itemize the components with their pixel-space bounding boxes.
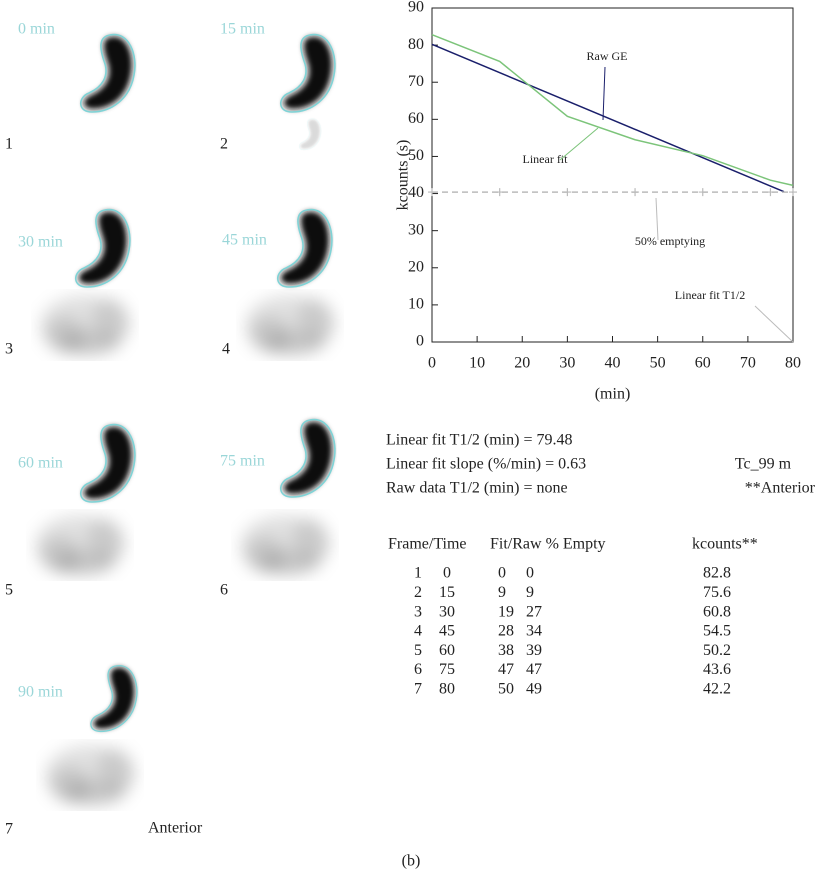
- table-cell: 0: [526, 565, 534, 582]
- table-cell: 30: [439, 603, 455, 620]
- table-cell: 82.8: [703, 565, 731, 582]
- frame-time: 15 min: [220, 21, 265, 38]
- table-cell: 54.5: [703, 623, 731, 640]
- table-cell: 0: [498, 565, 506, 582]
- x-tick-label: 60: [695, 355, 711, 372]
- frame-number: 6: [220, 582, 228, 599]
- annotation-leader: [754, 305, 794, 343]
- table-cell: 27: [526, 603, 542, 620]
- x-tick-label: 70: [740, 355, 756, 372]
- summary-line: Linear fit slope (%/min) = 0.63: [386, 456, 586, 473]
- table-cell: 80: [439, 680, 455, 697]
- y-tick-label: 20: [408, 258, 424, 275]
- table-cell: 1: [414, 565, 422, 582]
- point-marker: [698, 188, 707, 197]
- table-cell: 38: [498, 642, 514, 659]
- frame-time: 45 min: [222, 232, 267, 249]
- isotope: Tc_99 m: [735, 456, 792, 473]
- table-cell: 9: [526, 584, 534, 601]
- table-cell: 4: [414, 623, 422, 640]
- point-marker: [428, 188, 436, 197]
- frame-time: 90 min: [18, 684, 63, 701]
- y-tick-label: 10: [408, 296, 424, 313]
- y-tick-label: 50: [408, 147, 424, 164]
- x-tick-label: 50: [650, 355, 666, 372]
- table-cell: 60: [439, 642, 455, 659]
- table-cell: 75.6: [703, 584, 731, 601]
- frame-number: 4: [222, 341, 230, 358]
- point-marker: [789, 188, 797, 197]
- table-header: Fit/Raw % Empty: [490, 536, 606, 553]
- table-cell: 34: [526, 623, 542, 640]
- y-tick-label: 60: [408, 110, 424, 127]
- x-tick-label: 30: [559, 355, 575, 372]
- table-cell: 9: [498, 584, 506, 601]
- caption: (b): [402, 853, 421, 870]
- point-marker: [631, 188, 640, 197]
- annotation-leader: [559, 127, 599, 161]
- table-cell: 3: [414, 603, 422, 620]
- x-tick-label: 0: [428, 355, 436, 372]
- y-tick-label: 90: [408, 0, 424, 16]
- frame-number: 2: [220, 136, 228, 153]
- table-cell: 15: [439, 584, 455, 601]
- table-cell: 39: [526, 642, 542, 659]
- table-cell: 19: [498, 603, 514, 620]
- series-annotation: Raw GE: [587, 49, 628, 63]
- table-cell: 5: [414, 642, 422, 659]
- table-cell: 28: [498, 623, 514, 640]
- annotation-leader: [602, 66, 606, 121]
- table-cell: 49: [526, 680, 542, 697]
- series-line: [431, 43, 785, 193]
- table-cell: 2: [414, 584, 422, 601]
- summary-line: Raw data T1/2 (min) = none: [386, 480, 568, 497]
- table-cell: 0: [443, 565, 451, 582]
- table-cell: 50: [498, 680, 514, 697]
- scan-images: [35, 35, 335, 805]
- point-marker: [766, 188, 775, 197]
- table-cell: 43.6: [703, 661, 731, 678]
- frame-number: 1: [5, 136, 13, 153]
- view-label: Anterior: [148, 820, 203, 837]
- point-marker: [563, 188, 572, 197]
- y-tick-label: 0: [416, 333, 424, 350]
- table-cell: 50.2: [703, 642, 731, 659]
- x-tick-label: 20: [514, 355, 530, 372]
- x-axis-label: (min): [595, 386, 631, 403]
- table-cell: 42.2: [703, 680, 731, 697]
- table-header: kcounts**: [692, 536, 758, 553]
- y-tick-label: 30: [408, 221, 424, 238]
- table-cell: 75: [439, 661, 455, 678]
- view-note: **Anterior: [745, 480, 816, 497]
- y-tick-label: 80: [408, 36, 424, 53]
- annotation-leader: [655, 197, 659, 241]
- table-cell: 6: [414, 661, 422, 678]
- y-tick-label: 40: [408, 184, 424, 201]
- table-cell: 47: [526, 661, 542, 678]
- frame-number: 3: [5, 341, 13, 358]
- table-cell: 45: [439, 623, 455, 640]
- y-tick-label: 70: [408, 73, 424, 90]
- series-annotation: 50% emptying: [635, 234, 705, 248]
- x-tick-label: 10: [469, 355, 485, 372]
- frame-time: 60 min: [18, 455, 63, 472]
- frame-time: 0 min: [18, 21, 55, 38]
- table-cell: 60.8: [703, 603, 731, 620]
- annotation: Linear fit T1/2: [675, 288, 745, 302]
- frame-number: 5: [5, 582, 13, 599]
- series-annotation: Linear fit: [523, 152, 569, 166]
- point-marker: [495, 188, 504, 197]
- frame-number: 7: [5, 821, 13, 838]
- table-cell: 47: [498, 661, 514, 678]
- frame-time: 30 min: [18, 234, 63, 251]
- x-tick-label: 40: [605, 355, 621, 372]
- table-header: Frame/Time: [388, 536, 467, 553]
- summary-line: Linear fit T1/2 (min) = 79.48: [386, 432, 572, 449]
- table-cell: 7: [414, 680, 422, 697]
- x-tick-label: 80: [785, 355, 801, 372]
- y-axis-label: kcounts (s): [395, 140, 412, 211]
- series-line: [431, 34, 794, 187]
- frame-time: 75 min: [220, 453, 265, 470]
